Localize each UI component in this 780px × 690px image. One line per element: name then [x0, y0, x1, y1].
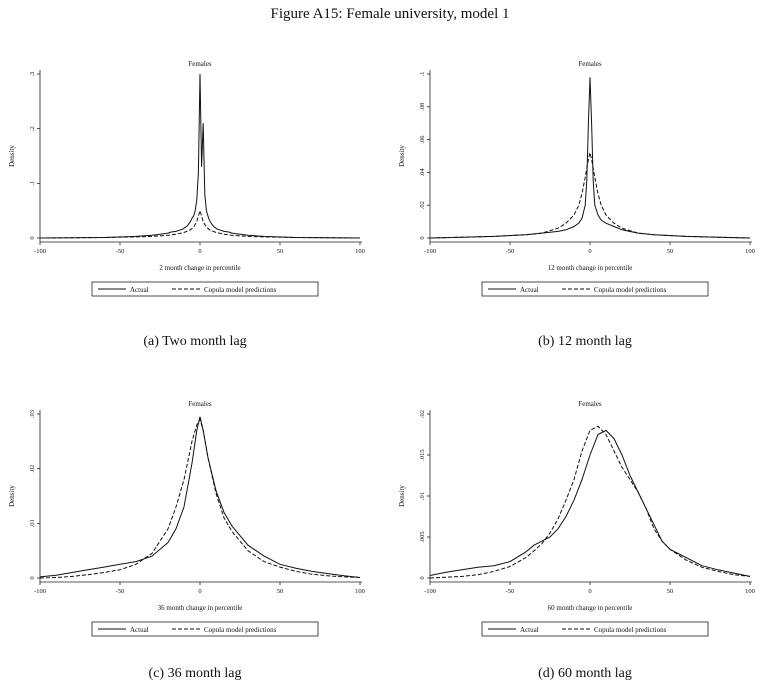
y-axis-label: Density	[8, 485, 16, 507]
x-tick-label: -50	[116, 588, 125, 595]
series-line-actual	[429, 429, 751, 577]
legend-label-actual: Actual	[130, 626, 149, 634]
x-axis-label: 60 month change in percentile	[548, 604, 633, 612]
x-tick-label: 0	[198, 248, 201, 255]
y-axis-label: Density	[398, 145, 406, 167]
x-tick-label: 100	[745, 588, 755, 595]
y-tick-label: 0	[419, 236, 426, 239]
series-line-copula	[39, 418, 361, 579]
series-line-copula	[429, 152, 751, 239]
x-tick-label: -100	[34, 248, 46, 255]
y-tick-label: .02	[419, 410, 426, 418]
chart-title: Females	[578, 400, 602, 408]
x-tick-label: 100	[355, 588, 365, 595]
x-tick-label: 50	[667, 248, 674, 255]
y-axis-label: Density	[398, 485, 406, 507]
legend-label-actual: Actual	[520, 626, 539, 634]
x-tick-label: 50	[277, 248, 284, 255]
x-tick-label: 0	[588, 248, 591, 255]
x-tick-label: 0	[588, 588, 591, 595]
y-tick-label: 0	[29, 236, 36, 239]
x-tick-label: -100	[34, 588, 46, 595]
x-axis-label: 12 month change in percentile	[548, 264, 633, 272]
figure-title: Figure A15: Female university, model 1	[270, 6, 510, 22]
x-tick-label: 100	[355, 248, 365, 255]
y-tick-label: .06	[419, 135, 426, 144]
chart-panel-b: Females 0 .02 .04 .06 .08 .1 -100 -50 0 50 100 12 mo…	[398, 60, 755, 297]
y-tick-label: 0	[419, 576, 426, 579]
caption-c: (c) 36 month lag	[148, 666, 242, 681]
caption-a: (a) Two month lag	[143, 334, 247, 349]
chart-title: Females	[578, 60, 602, 68]
chart-panel-a: Females 0 .1 .2 .3 -100 -50 0 50 100 2 month chang…	[8, 60, 365, 297]
legend-box	[481, 621, 709, 637]
x-tick-label: 50	[667, 588, 674, 595]
x-tick-label: 100	[745, 248, 755, 255]
y-tick-label: .03	[29, 410, 36, 418]
caption-b: (b) 12 month lag	[538, 334, 632, 349]
y-tick-label: .1	[419, 72, 426, 77]
legend-label-actual: Actual	[520, 286, 539, 294]
legend-label-copula: Copula model predictions	[594, 286, 667, 294]
y-axis-label: Density	[8, 145, 16, 167]
y-tick-label: .1	[29, 181, 36, 186]
y-tick-label: .2	[29, 126, 36, 131]
chart-title: Females	[188, 60, 212, 68]
y-tick-label: .005	[419, 531, 426, 542]
series-line-actual	[429, 77, 751, 239]
x-tick-label: 50	[277, 588, 284, 595]
chart-title: Females	[188, 400, 212, 408]
chart-panel-c: Females 0 .01 .02 .03 -100 -50 0 50 100 36 month c…	[8, 400, 365, 637]
legend-box	[481, 281, 709, 297]
x-tick-label: -100	[424, 248, 436, 255]
legend-label-actual: Actual	[130, 286, 149, 294]
legend-box	[91, 621, 319, 637]
legend-box	[91, 281, 319, 297]
legend-label-copula: Copula model predictions	[204, 286, 277, 294]
series-line-copula	[39, 208, 361, 239]
y-tick-label: 0	[29, 576, 36, 579]
legend-label-copula: Copula model predictions	[204, 626, 277, 634]
caption-d: (d) 60 month lag	[538, 666, 632, 681]
y-tick-label: .08	[419, 103, 426, 111]
y-tick-label: .02	[419, 201, 426, 209]
x-tick-label: -50	[506, 248, 515, 255]
y-tick-label: .01	[419, 492, 426, 500]
x-axis-label: 2 month change in percentile	[159, 264, 240, 272]
y-tick-label: .3	[29, 72, 36, 77]
series-line-actual	[39, 73, 361, 239]
series-line-actual	[39, 416, 361, 578]
x-tick-label: -50	[506, 588, 515, 595]
x-tick-label: -50	[116, 248, 125, 255]
legend-label-copula: Copula model predictions	[594, 626, 667, 634]
y-tick-label: .04	[419, 168, 426, 177]
y-tick-label: .015	[419, 449, 426, 460]
y-tick-label: .01	[29, 519, 36, 527]
y-tick-label: .02	[29, 465, 36, 473]
x-axis-label: 36 month change in percentile	[158, 604, 243, 612]
x-tick-label: -100	[424, 588, 436, 595]
chart-panel-d: Females 0 .005 .01 .015 .02 -100 -50 0 50 100 60 mo…	[398, 400, 755, 637]
series-line-copula	[429, 425, 751, 579]
x-tick-label: 0	[198, 588, 201, 595]
